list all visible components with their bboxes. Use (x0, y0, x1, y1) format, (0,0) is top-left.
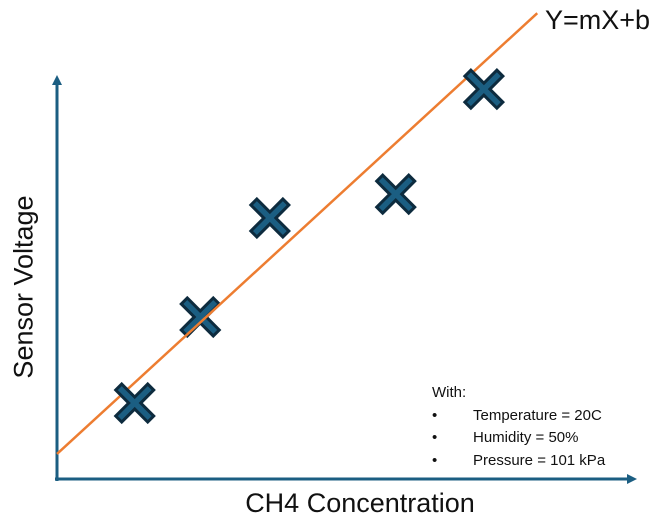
y-axis-label: Sensor Voltage (8, 195, 39, 379)
data-point-x-marker-icon (179, 296, 221, 338)
fit-line (56, 12, 539, 455)
condition-item-pressure: • Pressure = 101 kPa (432, 450, 605, 473)
condition-item-humidity: • Humidity = 50% (432, 427, 605, 450)
condition-text: Temperature = 20C (473, 406, 602, 424)
data-point-x-marker-icon (114, 382, 156, 424)
condition-item-temperature: • Temperature = 20C (432, 405, 605, 428)
equation-label: Y=mX+b (545, 5, 651, 35)
data-point-x-marker-icon (463, 68, 505, 110)
condition-text: Pressure = 101 kPa (473, 451, 606, 469)
data-point-x-marker-icon (375, 173, 417, 215)
bullet-icon: • (432, 429, 438, 446)
conditions-box: With: • Temperature = 20C • Humidity = 5… (432, 382, 605, 472)
data-points-over (114, 68, 505, 424)
data-point-x-marker-icon (249, 197, 291, 239)
conditions-header: With: (432, 384, 467, 401)
data-points-under (179, 296, 221, 338)
x-axis-label: CH4 Concentration (245, 488, 475, 518)
bullet-icon: • (432, 406, 438, 424)
condition-text: Humidity = 50% (473, 429, 579, 446)
bullet-icon: • (432, 451, 438, 469)
